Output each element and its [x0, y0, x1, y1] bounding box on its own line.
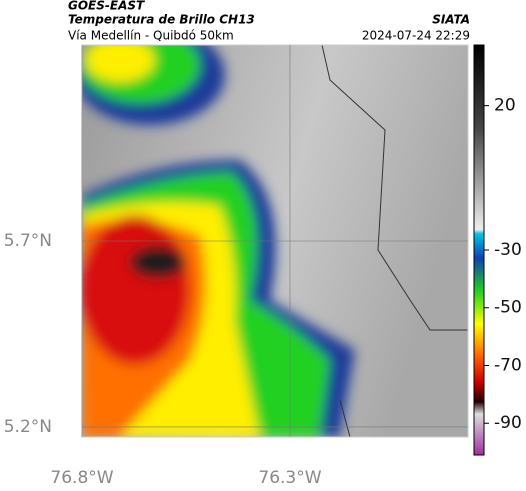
- colorbar-tick-label: -70: [494, 355, 522, 375]
- x-tick-label: 76.3°W: [258, 468, 321, 488]
- y-tick-label: 5.7°N: [4, 231, 52, 251]
- route: Vía Medellín - Quibdó 50km: [68, 29, 234, 43]
- subtitle: Temperatura de Brillo CH13: [68, 13, 255, 27]
- title: GOES-EAST: [68, 0, 145, 13]
- colorbar-tick-label: -50: [494, 298, 522, 318]
- satellite-image: [82, 45, 468, 437]
- y-tick-label: 5.2°N: [4, 417, 52, 437]
- source: SIATA: [432, 13, 470, 27]
- colorbar-tick-label: 20: [494, 96, 516, 116]
- x-tick-label: 76.8°W: [50, 468, 113, 488]
- datetime: 2024-07-24 22:29: [362, 29, 470, 43]
- colorbar-tick-label: -30: [494, 240, 522, 260]
- colorbar-tick-label: -90: [494, 413, 522, 433]
- colorbar: [473, 44, 485, 456]
